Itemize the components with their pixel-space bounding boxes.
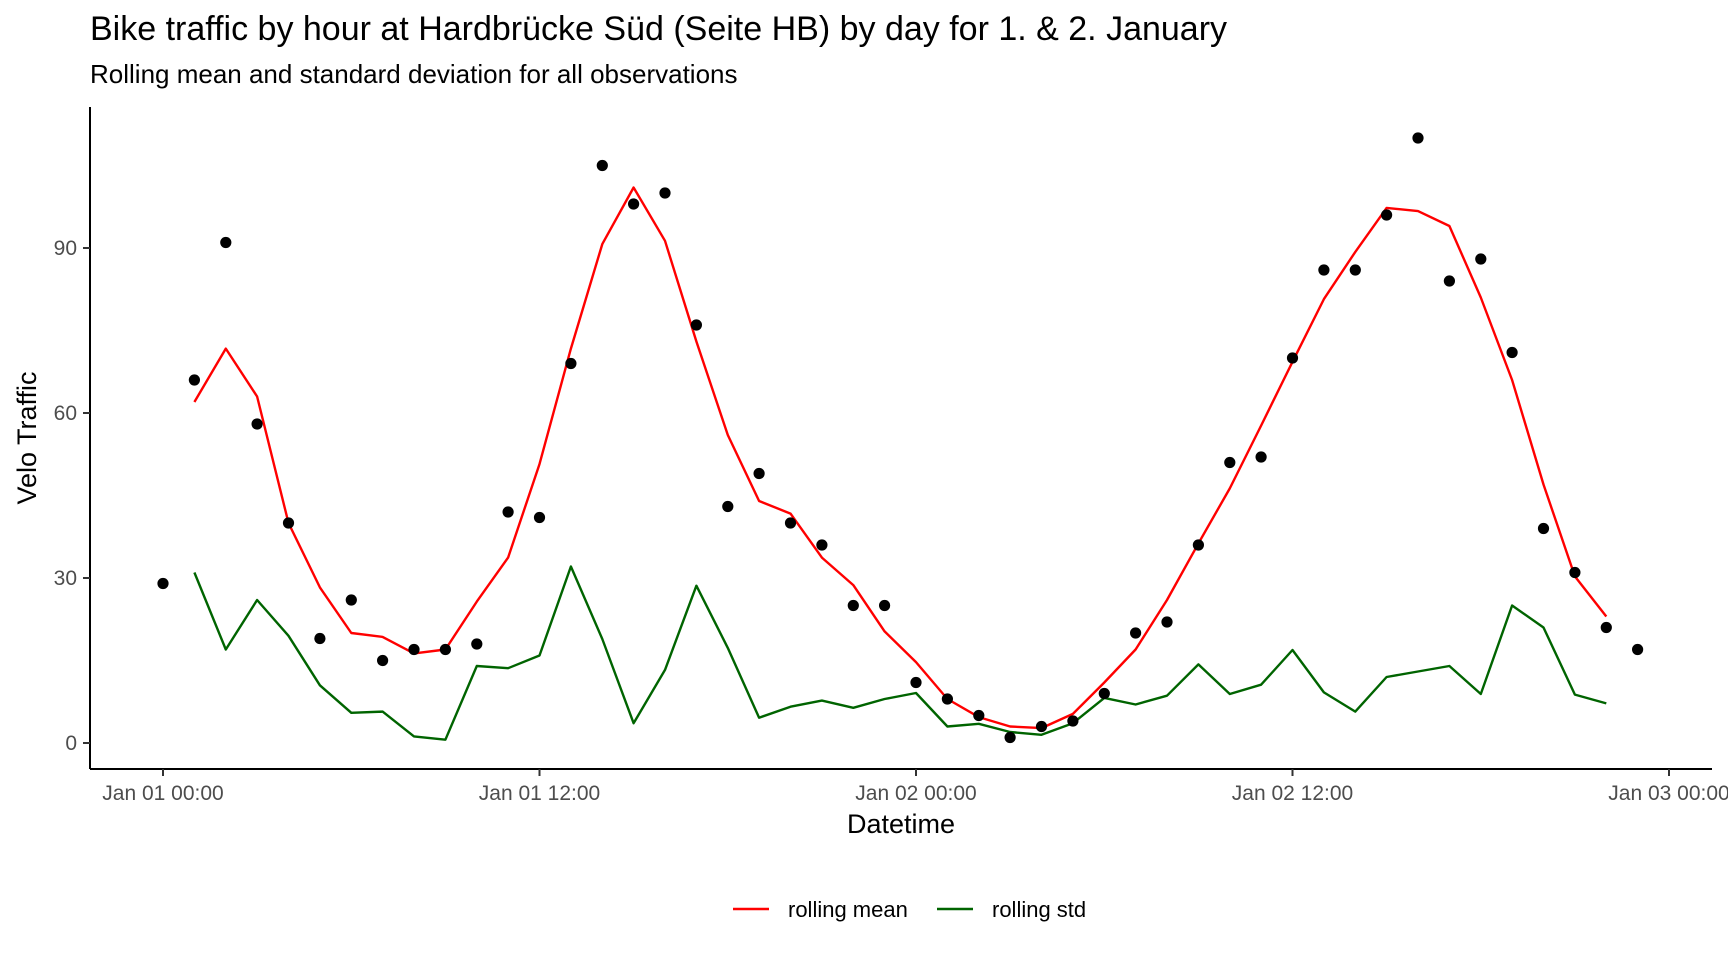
plot-area: [157, 132, 1644, 744]
data-point: [941, 693, 954, 705]
chart-subtitle: Rolling mean and standard deviation for …: [90, 59, 738, 89]
legend-label-rolling-mean: rolling mean: [788, 897, 908, 922]
data-point: [1161, 616, 1173, 628]
x-axis-title: Datetime: [847, 809, 955, 839]
data-point: [1098, 687, 1110, 700]
data-point: [220, 236, 232, 249]
data-point: [188, 374, 200, 386]
x-tick-label: Jan 02 00:00: [855, 782, 976, 805]
data-point: [345, 594, 357, 606]
data-point: [1130, 627, 1142, 639]
data-point: [596, 159, 608, 172]
data-point: [1224, 456, 1236, 469]
y-tick-label: 60: [54, 402, 77, 425]
data-point: [847, 599, 859, 612]
data-point: [1600, 621, 1612, 634]
data-point: [816, 539, 828, 551]
data-point: [1475, 253, 1487, 265]
chart-title: Bike traffic by hour at Hardbrücke Süd (…: [90, 10, 1227, 48]
data-point: [628, 198, 640, 210]
data-point: [1569, 566, 1581, 579]
y-tick-label: 30: [54, 567, 77, 590]
data-point: [408, 643, 420, 656]
data-point: [753, 467, 765, 480]
data-point: [251, 418, 263, 430]
y-axis-ticks: 0 30 60 90: [54, 237, 90, 755]
x-axis-ticks: Jan 01 00:00 Jan 01 12:00 Jan 02 00:00 Jan …: [102, 769, 1728, 805]
data-point: [565, 357, 577, 370]
data-point: [282, 517, 295, 529]
data-point: [1412, 132, 1424, 144]
data-point: [377, 654, 389, 667]
data-point: [1443, 275, 1455, 287]
series-line-rolling-mean: [193, 186, 1608, 730]
data-point: [879, 599, 891, 612]
data-point: [1318, 264, 1330, 276]
data-point: [722, 500, 734, 513]
data-point: [1004, 731, 1016, 744]
data-point: [1506, 346, 1518, 359]
observation-points: [157, 132, 1644, 744]
data-point: [314, 632, 326, 645]
data-point: [973, 709, 985, 722]
y-axis-title: Velo Traffic: [12, 371, 42, 504]
data-point: [1632, 643, 1644, 656]
data-point: [690, 319, 703, 331]
legend-label-rolling-std: rolling std: [992, 897, 1086, 922]
data-point: [533, 511, 546, 524]
data-point: [784, 517, 797, 529]
x-tick-label: Jan 02 12:00: [1232, 782, 1353, 805]
data-point: [1349, 264, 1361, 276]
data-point: [1192, 539, 1204, 551]
x-tick-label: Jan 03 00:00: [1608, 782, 1728, 805]
y-tick-label: 0: [65, 732, 77, 755]
data-point: [471, 638, 483, 650]
y-tick-label: 90: [54, 237, 77, 260]
data-point: [1537, 522, 1550, 535]
data-point: [502, 506, 514, 518]
x-tick-label: Jan 01 00:00: [102, 782, 223, 805]
data-point: [1381, 209, 1393, 221]
series-lines: [193, 186, 1608, 741]
data-point: [659, 187, 671, 199]
data-point: [439, 643, 451, 656]
data-point: [1255, 451, 1267, 463]
data-point: [910, 676, 922, 689]
legend: rolling mean rolling std: [733, 897, 1086, 922]
data-point: [157, 577, 169, 590]
x-tick-label: Jan 01 12:00: [479, 782, 600, 805]
data-point: [1286, 352, 1299, 364]
series-line-rolling-std: [193, 565, 1607, 741]
data-point: [1035, 720, 1048, 733]
data-point: [1067, 715, 1079, 727]
